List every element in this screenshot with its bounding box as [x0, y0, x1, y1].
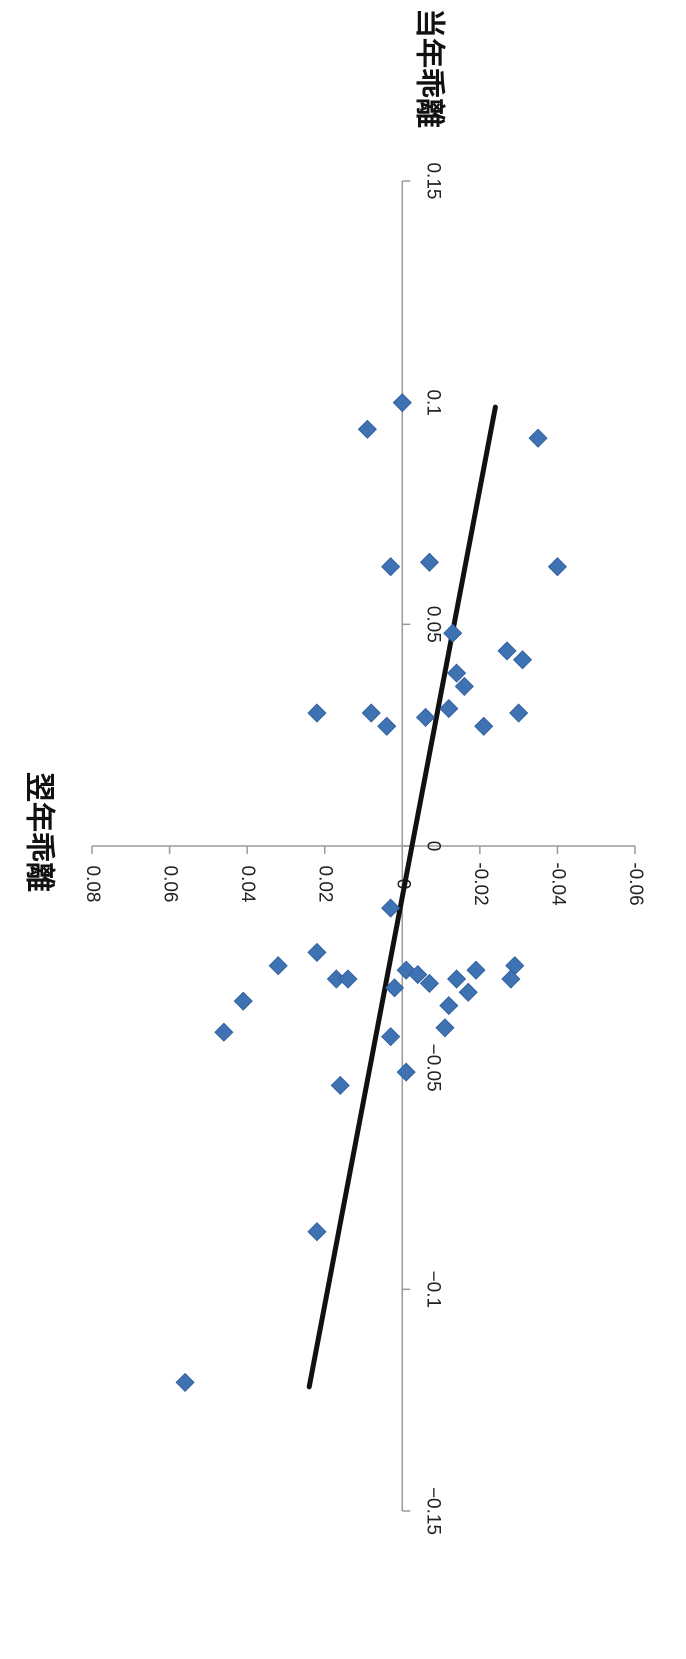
data-point: [268, 956, 288, 976]
data-point: [512, 650, 533, 670]
data-point: [419, 973, 440, 993]
x-tick-label: 0: [422, 841, 443, 852]
data-point: [338, 969, 358, 989]
x-tick-label: 0.05: [422, 606, 443, 643]
x-tick-label: −0.15: [422, 1487, 443, 1535]
data-point: [509, 703, 529, 723]
y-tick-label: -0.02: [470, 862, 491, 905]
y-tick-label: 0.08: [82, 866, 103, 903]
y-axis-ticks: 0.080.060.040.020-0.02-0.04-0.06: [82, 846, 646, 906]
y-tick-label: 0.06: [160, 866, 181, 903]
data-point: [466, 960, 486, 980]
data-point: [381, 1027, 401, 1047]
data-point: [384, 978, 405, 998]
x-axis-title: 当年乖離: [412, 8, 447, 128]
data-point: [330, 1075, 350, 1095]
data-point: [439, 699, 459, 719]
data-point: [497, 641, 517, 661]
data-point: [357, 419, 377, 439]
data-point: [307, 1222, 327, 1242]
y-tick-label: 0.04: [237, 866, 258, 903]
data-point: [392, 393, 412, 413]
data-point: [439, 996, 459, 1016]
trendline: [306, 404, 498, 1390]
data-point: [501, 969, 521, 989]
y-tick-label: -0.04: [547, 862, 568, 906]
data-point: [474, 716, 494, 736]
axes-layer: [92, 181, 635, 1511]
data-point: [361, 703, 381, 723]
data-point: [447, 663, 467, 683]
y-tick-label: 0.02: [315, 866, 336, 903]
data-point: [214, 1022, 234, 1042]
data-point: [396, 1062, 416, 1082]
data-point: [377, 716, 397, 736]
data-point: [547, 557, 567, 577]
data-point: [458, 982, 478, 1002]
y-axis-title: 翌年乖離: [22, 772, 57, 892]
data-point: [415, 707, 436, 727]
data-point: [381, 557, 401, 577]
data-point: [307, 942, 327, 962]
x-tick-label: 0.15: [422, 163, 443, 200]
x-tick-label: −0.1: [422, 1271, 443, 1309]
data-point: [443, 623, 463, 643]
data-point: [175, 1372, 195, 1392]
data-point: [408, 965, 428, 985]
data-point: [454, 676, 474, 696]
data-point: [435, 1018, 455, 1038]
data-point: [419, 552, 440, 572]
x-tick-label: 0.1: [422, 389, 443, 415]
data-point: [233, 991, 253, 1011]
x-tick-label: −0.05: [422, 1044, 443, 1092]
data-point: [528, 428, 548, 448]
data-points: [175, 393, 567, 1392]
y-tick-label: -0.06: [625, 862, 646, 905]
data-point: [307, 703, 327, 723]
data-point: [381, 898, 401, 918]
x-axis-ticks: −0.15 −0.1 −0.05 0 0.05 0.1 0.15: [402, 163, 443, 1535]
trendline-layer: [306, 404, 498, 1390]
data-point: [447, 969, 467, 989]
